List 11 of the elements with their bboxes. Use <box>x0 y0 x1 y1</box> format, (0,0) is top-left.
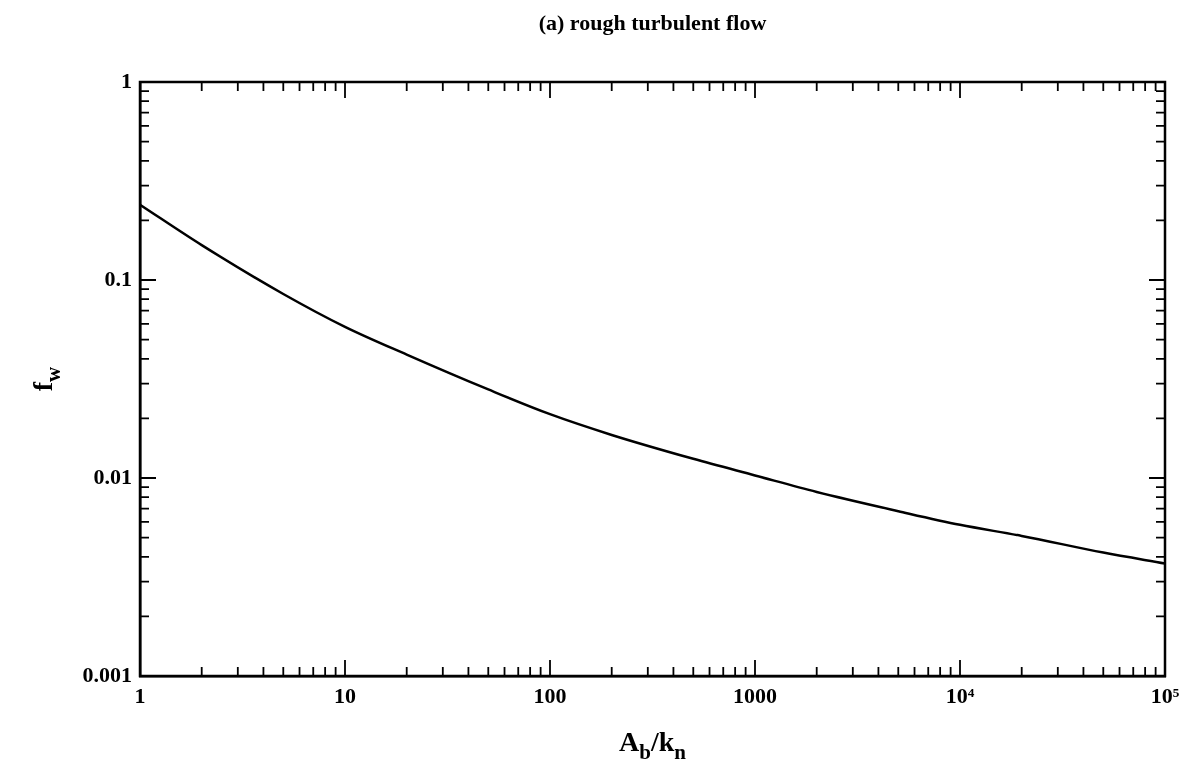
x-tick-label: 100 <box>533 682 567 708</box>
y-axis-title: fw <box>27 365 66 392</box>
y-tick-label: 0.01 <box>93 463 132 489</box>
y-tick-label: 1 <box>121 67 132 93</box>
x-tick-label: 1000 <box>733 682 777 708</box>
x-tick-label: 10⁴ <box>945 682 975 708</box>
chart-title: (a) rough turbulent flow <box>538 9 767 35</box>
x-tick-label: 10 <box>334 682 356 708</box>
y-tick-label: 0.1 <box>104 265 132 291</box>
y-tick-label: 0.001 <box>82 661 132 687</box>
x-tick-label: 10⁵ <box>1150 682 1180 708</box>
